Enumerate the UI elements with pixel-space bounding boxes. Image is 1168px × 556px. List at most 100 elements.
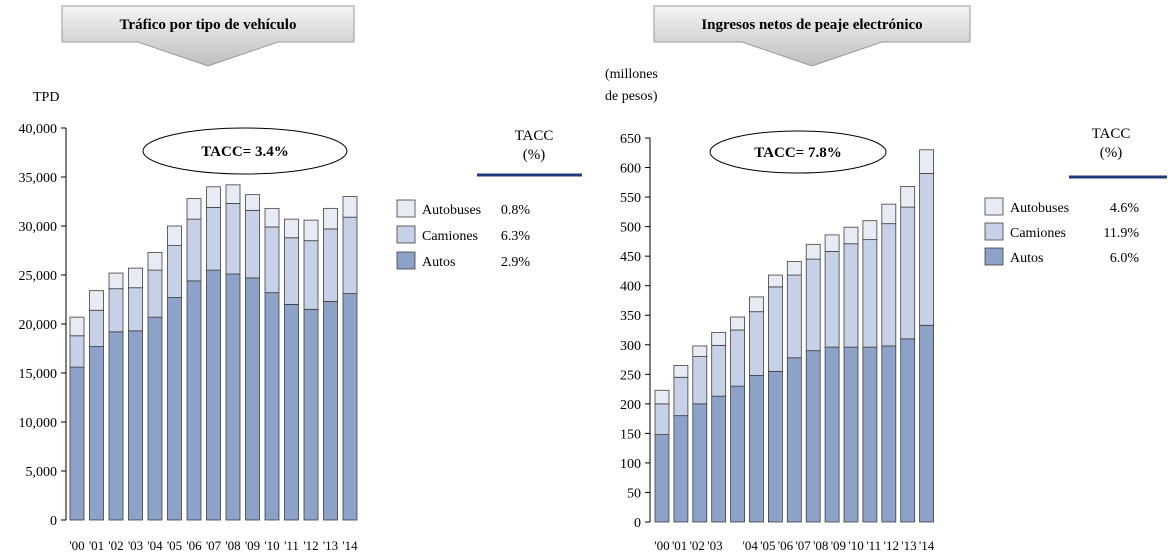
bar-autobuses xyxy=(69,316,85,337)
x-tick-label: '13 xyxy=(901,538,916,553)
y-tick-label: 600 xyxy=(620,162,641,177)
tacc-annotation: TACC= 3.4% xyxy=(201,144,288,160)
legend-label: Camiones xyxy=(1010,226,1066,241)
y-tick-label: 10,000 xyxy=(19,416,58,431)
bar-autos xyxy=(186,280,202,521)
bar-autobuses xyxy=(342,196,358,218)
bar-camiones xyxy=(654,403,670,435)
bar-autos xyxy=(69,366,85,521)
x-tick-label: '05 xyxy=(167,538,182,553)
bar-autos xyxy=(824,346,840,523)
bar-camiones xyxy=(767,286,783,372)
x-tick-label: '12 xyxy=(303,538,318,553)
tacc-header: TACC xyxy=(515,128,554,144)
bar-autos xyxy=(862,346,878,523)
bar-autos xyxy=(264,292,280,521)
x-tick-label: '04 xyxy=(743,538,759,553)
legend-value: 6.3% xyxy=(501,229,531,244)
bar-camiones xyxy=(206,206,221,271)
bar-autobuses xyxy=(245,194,260,211)
bar-camiones xyxy=(69,335,85,368)
bar-autobuses xyxy=(206,186,221,208)
bar-autos xyxy=(673,415,689,523)
bar-autos xyxy=(108,331,124,521)
bar-autobuses xyxy=(862,220,878,241)
bar-autos xyxy=(245,277,260,521)
y-tick-label: 15,000 xyxy=(19,367,58,382)
x-tick-label: '00 xyxy=(654,538,669,553)
bar-camiones xyxy=(108,288,124,333)
x-tick-label: '07 xyxy=(795,538,811,553)
revenue-chart: Ingresos netos de peaje electrónico (mill… xyxy=(605,5,1167,553)
y-tick-label: 0 xyxy=(50,514,57,529)
bar-autobuses xyxy=(303,219,319,242)
x-tick-label: '13 xyxy=(323,538,338,553)
traffic-chart-panel: Tráfico por tipo de vehículo TPD 0 5,000 10,… xyxy=(19,5,582,553)
x-tick-label: '07 xyxy=(206,538,222,553)
x-tick-label: '12 xyxy=(884,538,899,553)
bar-autos xyxy=(225,273,241,521)
x-tick-label: '02 xyxy=(108,538,123,553)
legend-swatch-camiones xyxy=(396,225,416,244)
legend-label: Autos xyxy=(422,255,455,270)
y-tick-label: 20,000 xyxy=(19,318,58,333)
y-tick-label: 100 xyxy=(620,457,641,472)
bar-autobuses xyxy=(128,267,143,289)
bar-autobuses xyxy=(264,207,280,228)
bar-camiones xyxy=(919,173,935,326)
bar-autobuses xyxy=(881,203,897,225)
bar-autos xyxy=(147,316,163,521)
bar-autos xyxy=(881,345,897,523)
bar-autobuses xyxy=(225,184,241,204)
bar-camiones xyxy=(323,228,338,302)
tacc-header: TACC xyxy=(1092,126,1131,142)
x-tick-label: '09 xyxy=(831,538,846,553)
tacc-ellipse xyxy=(142,127,348,175)
x-tick-label: '03 xyxy=(707,538,722,553)
bar-camiones xyxy=(225,203,241,275)
bar-camiones xyxy=(730,329,746,387)
y-tick-label: 50 xyxy=(627,486,641,501)
legend-swatch-camiones xyxy=(984,222,1004,241)
x-tick-label: '08 xyxy=(225,538,240,553)
y-axis-label: TPD xyxy=(33,90,59,105)
y-tick-label: 350 xyxy=(620,309,641,324)
bar-camiones xyxy=(186,218,202,282)
y-tick-label: 200 xyxy=(620,398,641,413)
bar-camiones xyxy=(881,223,897,347)
bar-autos xyxy=(128,330,143,521)
bar-autos xyxy=(843,346,859,523)
y-tick-label: 5,000 xyxy=(26,465,58,480)
legend-value: 4.6% xyxy=(1110,201,1140,216)
bar-autos xyxy=(749,375,764,523)
bar-camiones xyxy=(245,209,260,279)
bar-camiones xyxy=(843,243,859,348)
bar-autobuses xyxy=(108,272,124,290)
bar-camiones xyxy=(824,251,840,348)
legend-label: Autobuses xyxy=(422,203,481,218)
bar-autos xyxy=(900,338,916,523)
x-tick-label: '08 xyxy=(813,538,828,553)
y-tick-label: 30,000 xyxy=(19,220,58,235)
x-tick-label: '14 xyxy=(919,538,935,553)
bar-camiones xyxy=(89,309,104,347)
x-tick-label: '00 xyxy=(69,538,84,553)
bar-autobuses xyxy=(919,149,935,174)
bar-autos xyxy=(711,395,727,523)
y-tick-label: 400 xyxy=(620,280,641,295)
x-tick-label: '04 xyxy=(147,538,163,553)
legend-swatch-autobuses xyxy=(396,199,416,218)
title-banner xyxy=(653,5,971,67)
bar-autos xyxy=(284,303,299,521)
bar-autos xyxy=(786,357,802,523)
bar-autobuses xyxy=(673,365,689,378)
bar-camiones xyxy=(711,344,727,397)
bar-autobuses xyxy=(89,290,104,311)
legend-value: 6.0% xyxy=(1110,251,1140,266)
x-tick-label: '10 xyxy=(264,538,279,553)
bar-camiones xyxy=(749,311,764,376)
bar-camiones xyxy=(673,376,689,417)
bar-camiones xyxy=(284,237,299,305)
bar-camiones xyxy=(786,274,802,359)
x-tick-label: '01 xyxy=(89,538,104,553)
